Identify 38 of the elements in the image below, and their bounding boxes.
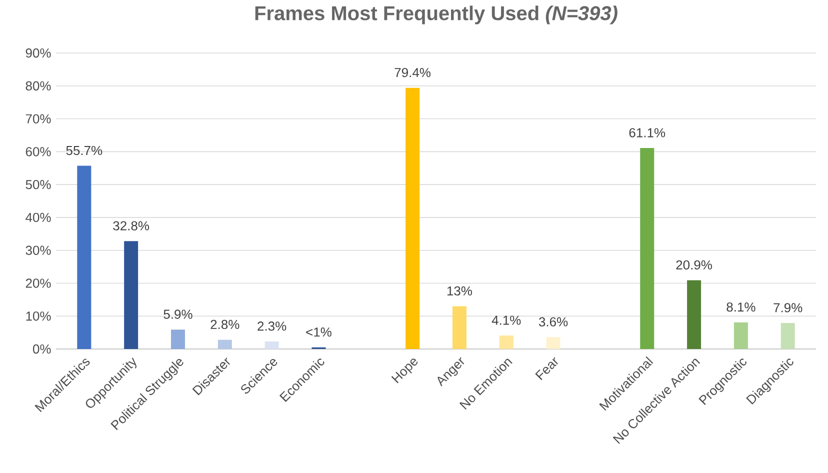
bar (734, 322, 748, 349)
chart-title: Frames Most Frequently Used (N=393) (255, 6, 618, 24)
data-label: 2.3% (258, 322, 286, 331)
y-tick-label: 20% (26, 278, 51, 288)
y-tick-label: 90% (26, 48, 51, 58)
data-label: 20.9% (676, 260, 712, 270)
bar (780, 323, 795, 349)
y-tick-label: 40% (26, 212, 51, 222)
data-label: 2.8% (210, 320, 240, 330)
bar (218, 340, 232, 349)
y-tick-label: 80% (26, 81, 51, 90)
bar (687, 280, 702, 349)
y-tick-label: 50% (26, 180, 51, 190)
bar (264, 341, 279, 349)
y-tick-label: 0% (32, 344, 51, 354)
data-label: 79.4% (394, 68, 430, 78)
data-label: 5.9% (164, 310, 192, 319)
data-label: <1% (306, 328, 332, 337)
data-label: 13% (447, 286, 472, 296)
data-label: 55.7% (66, 146, 102, 156)
y-tick-label: 70% (26, 114, 51, 124)
bar (406, 88, 420, 349)
y-tick-label: 30% (26, 246, 51, 255)
bar (546, 337, 560, 349)
data-label: 4.1% (492, 316, 521, 325)
bar (452, 306, 466, 349)
bar (640, 148, 654, 349)
data-label: 32.8% (113, 221, 150, 230)
data-label: 3.6% (538, 317, 568, 326)
data-label: 8.1% (726, 302, 756, 312)
bar (124, 241, 138, 349)
bar (499, 336, 514, 349)
y-tick-label: 10% (26, 312, 51, 321)
y-tick-label: 60% (26, 147, 51, 156)
bar (170, 330, 185, 349)
data-label: 7.9% (774, 303, 802, 312)
data-label: 61.1% (629, 128, 666, 138)
bar (77, 166, 92, 349)
